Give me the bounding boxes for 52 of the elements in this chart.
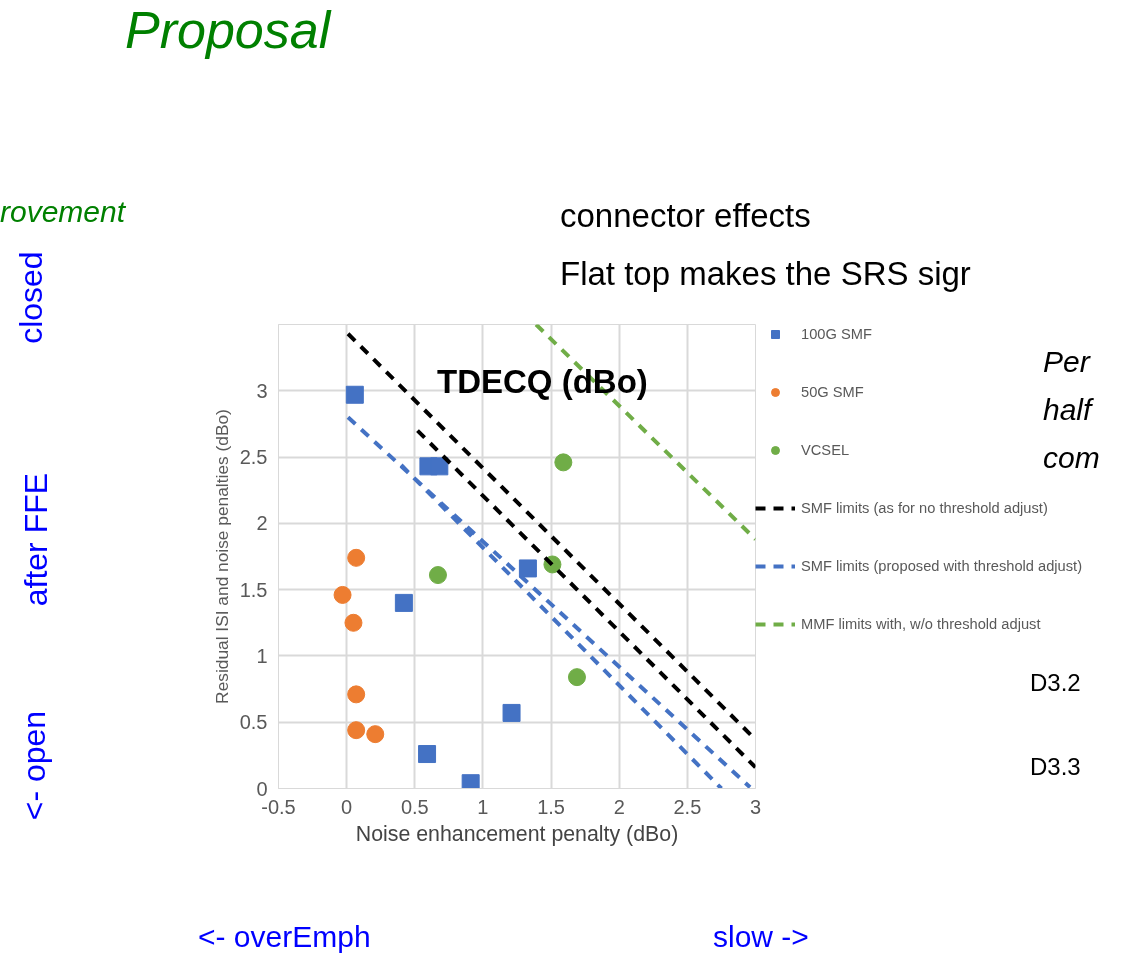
point	[394, 593, 413, 612]
legend-label: 50G SMF	[801, 383, 864, 402]
y-tick-label: 1	[256, 644, 268, 667]
x-tick-label: 2.5	[673, 795, 702, 818]
text: Per	[1043, 345, 1090, 378]
y-axis-title: Residual ISI and noise penalties (dBo)	[211, 409, 232, 704]
text: D3.2	[1030, 669, 1081, 697]
text: Flat top makes the SRS sigr	[560, 255, 971, 293]
y-tick-label: 3	[256, 379, 268, 402]
x-tick-label: 0	[341, 795, 353, 818]
point	[347, 721, 366, 740]
text: connector effects	[560, 197, 811, 235]
point	[461, 774, 480, 789]
text: com	[1043, 441, 1100, 474]
point	[345, 385, 364, 404]
x-tick-label: 3	[749, 795, 762, 818]
y-tick-label: 1.5	[239, 578, 268, 601]
point	[518, 559, 537, 578]
point	[366, 725, 385, 744]
chart-title: Proposal	[125, 1, 331, 60]
point	[428, 566, 447, 585]
point	[347, 548, 366, 567]
x-axis-title: Noise enhancement penalty (dBo)	[355, 821, 679, 846]
text: <- overEmph	[198, 920, 371, 953]
point	[347, 685, 366, 704]
x-tick-label: 1	[477, 795, 489, 818]
x-tick-label: 2	[613, 795, 625, 818]
point	[430, 457, 449, 476]
text: closed	[12, 251, 49, 344]
point	[567, 668, 586, 687]
x-tick-label: 1.5	[537, 795, 565, 818]
point	[554, 453, 573, 472]
legend-label: VCSEL	[801, 441, 850, 460]
text: D3.3	[1030, 753, 1081, 781]
legend-label: 100G SMF	[801, 325, 872, 344]
legend-label: SMF limits (proposed with threshold adjust)	[801, 557, 1083, 576]
point	[333, 585, 352, 604]
point	[502, 703, 521, 722]
legend-label: MMF limits with, w/o threshold adjust	[801, 615, 1041, 634]
x-tick-label: 0.5	[400, 795, 429, 818]
point	[418, 745, 437, 764]
text: <- open	[16, 710, 53, 821]
point	[344, 613, 363, 632]
y-tick-label: 2	[256, 512, 268, 535]
text: rovement	[0, 195, 126, 228]
text: slow ->	[713, 920, 809, 953]
annotation: TDECQ (dBo)	[437, 363, 648, 401]
y-tick-label: 0.5	[239, 711, 268, 734]
text: half	[1043, 393, 1092, 426]
y-tick-label: 2.5	[239, 446, 268, 469]
legend-label: SMF limits (as for no threshold adjust)	[801, 499, 1048, 518]
text: after FFE	[18, 472, 55, 607]
